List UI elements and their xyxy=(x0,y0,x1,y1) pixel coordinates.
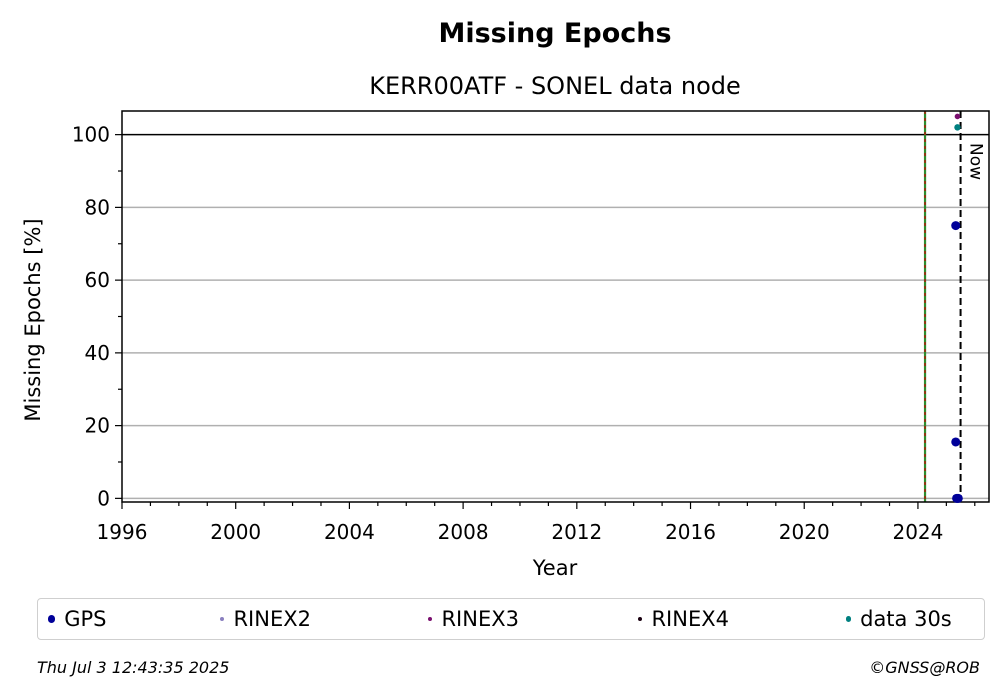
data-point-data-30s xyxy=(954,124,961,131)
x-tick-label: 2020 xyxy=(779,520,830,544)
now-label: Now xyxy=(966,143,986,180)
legend-item: RINEX2 xyxy=(220,599,311,639)
data-point-rinex3 xyxy=(954,113,961,120)
missing-epochs-chart: Missing Epochs KERR00ATF - SONEL data no… xyxy=(21,18,990,580)
x-tick-label: 1996 xyxy=(97,520,148,544)
x-axis-label: Year xyxy=(532,556,578,580)
x-tick-label: 2024 xyxy=(892,520,943,544)
legend-label: RINEX2 xyxy=(233,607,311,631)
x-tick-label: 2004 xyxy=(324,520,375,544)
data-point-gps xyxy=(953,493,963,503)
legend-label: RINEX3 xyxy=(441,607,519,631)
x-tick-label: 2000 xyxy=(210,520,261,544)
legend-label: data 30s xyxy=(860,607,952,631)
y-tick-label: 60 xyxy=(85,268,110,292)
legend-item: data 30s xyxy=(846,599,952,639)
chart-subtitle: KERR00ATF - SONEL data node xyxy=(369,72,741,100)
x-tick-label: 2012 xyxy=(551,520,602,544)
legend-marker xyxy=(428,616,433,622)
y-tick-label: 100 xyxy=(72,123,110,147)
legend-marker xyxy=(48,615,56,623)
y-tick-label: 80 xyxy=(85,195,110,219)
x-tick-label: 2016 xyxy=(665,520,716,544)
y-tick-label: 0 xyxy=(97,486,110,510)
y-tick-label: 20 xyxy=(85,414,110,438)
chart-title: Missing Epochs xyxy=(438,18,671,49)
legend-label: GPS xyxy=(64,607,107,631)
legend-marker xyxy=(846,616,852,622)
legend-marker xyxy=(220,616,225,622)
legend-label: RINEX4 xyxy=(651,607,729,631)
footer-timestamp: Thu Jul 3 12:43:35 2025 xyxy=(37,658,230,677)
data-point-gps xyxy=(951,221,961,231)
y-tick-label: 40 xyxy=(85,341,110,365)
data-point-gps xyxy=(951,437,961,447)
plot-frame xyxy=(121,110,990,503)
footer-credit: ©GNSS@ROB xyxy=(869,658,980,677)
y-axis-label: Missing Epochs [%] xyxy=(21,218,45,421)
x-tick-label: 2008 xyxy=(438,520,489,544)
legend-item: RINEX4 xyxy=(638,599,729,639)
legend-marker xyxy=(638,616,643,622)
legend-item: RINEX3 xyxy=(428,599,519,639)
legend-item: GPS xyxy=(48,599,106,639)
chart-legend: GPS RINEX2 RINEX3 RINEX4 data 30s xyxy=(37,598,985,640)
